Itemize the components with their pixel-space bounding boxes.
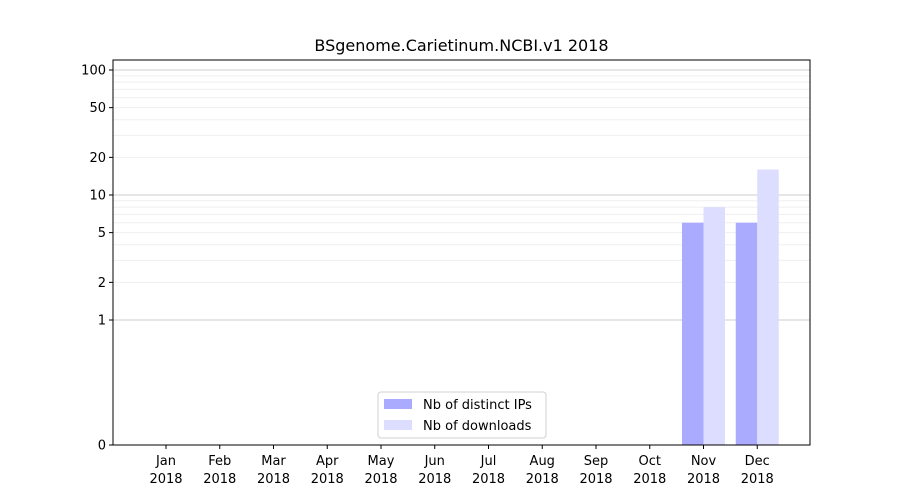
x-tick-label-year: 2018 — [418, 472, 451, 487]
x-tick-label-year: 2018 — [526, 472, 559, 487]
x-tick-label-year: 2018 — [149, 472, 182, 487]
legend-label: Nb of downloads — [423, 419, 532, 434]
y-tick-label: 20 — [89, 151, 106, 166]
y-tick-label: 1 — [98, 314, 106, 329]
x-tick-label-month: Jul — [480, 454, 497, 469]
y-axis: 0 1 2 5 10 20 50 100 — [81, 64, 113, 454]
x-axis: Jan 2018 Feb 2018 Mar 2018 Apr 2018 May 2018 Jun 20… — [149, 445, 774, 487]
x-tick-label-month: Sep — [584, 454, 609, 469]
x-tick-label-year: 2018 — [364, 472, 397, 487]
x-tick-label-month: Mar — [261, 454, 286, 469]
y-tick-label: 2 — [98, 276, 106, 291]
x-tick-label-month: Aug — [530, 454, 555, 469]
y-tick-label: 0 — [98, 439, 106, 454]
chart-title: BSgenome.Carietinum.NCBI.v1 2018 — [314, 36, 608, 55]
bars — [682, 169, 779, 446]
x-tick-label-year: 2018 — [257, 472, 290, 487]
x-tick-label-month: Apr — [316, 454, 339, 469]
bar-downloads-10 — [703, 207, 725, 445]
x-tick-label-year: 2018 — [741, 472, 774, 487]
legend-label: Nb of distinct IPs — [423, 398, 532, 413]
x-tick-label-year: 2018 — [472, 472, 505, 487]
plot-frame — [112, 59, 811, 446]
x-tick-label-month: Dec — [745, 454, 770, 469]
y-tick-label: 100 — [81, 64, 106, 79]
bar-distinct-ips-10 — [682, 222, 704, 445]
bar-downloads-11 — [757, 169, 779, 446]
x-tick-label-year: 2018 — [203, 472, 236, 487]
x-tick-label-year: 2018 — [633, 472, 666, 487]
legend-box — [377, 391, 547, 439]
x-tick-label-month: Oct — [639, 454, 661, 469]
grid-lines — [113, 69, 810, 321]
x-tick-label-year: 2018 — [687, 472, 720, 487]
x-tick-label-month: Nov — [691, 454, 717, 469]
x-tick-label-year: 2018 — [579, 472, 612, 487]
x-tick-label-month: Jun — [424, 454, 445, 469]
legend: Nb of distinct IPs Nb of downloads — [377, 391, 547, 439]
y-tick-label: 50 — [89, 101, 106, 116]
x-tick-label-month: May — [368, 454, 395, 469]
legend-swatch — [384, 399, 412, 409]
x-tick-label-month: Feb — [208, 454, 231, 469]
bar-distinct-ips-11 — [735, 222, 758, 445]
y-tick-label: 5 — [98, 226, 106, 241]
x-tick-label-year: 2018 — [311, 472, 344, 487]
x-tick-label-month: Jan — [155, 454, 176, 469]
legend-swatch — [384, 420, 412, 430]
y-tick-label: 10 — [89, 189, 106, 204]
